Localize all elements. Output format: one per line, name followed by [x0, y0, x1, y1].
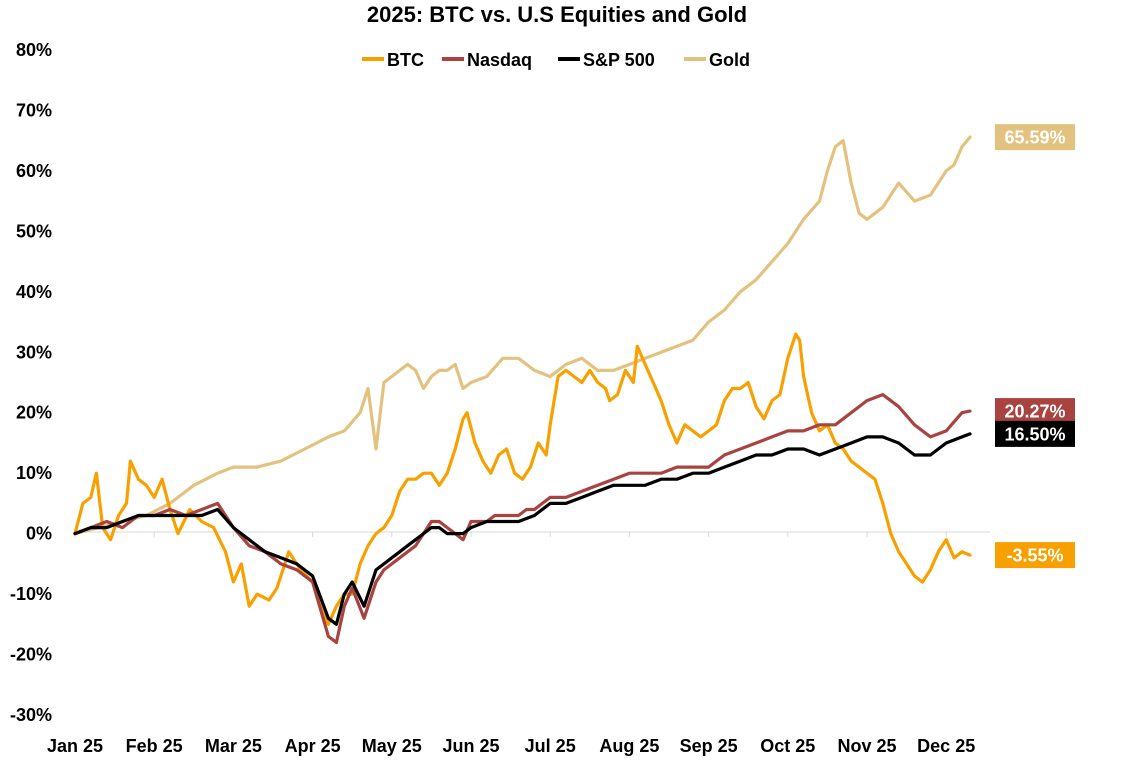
- series-line-s-p-500: [73, 432, 972, 626]
- y-tick-label: 60%: [16, 161, 52, 181]
- y-tick-label: -30%: [10, 705, 52, 725]
- end-label-box-s-p-500: [995, 420, 1075, 447]
- x-tick-label: Mar 25: [205, 736, 262, 756]
- y-tick-label: 20%: [16, 403, 52, 423]
- y-tick-label: 30%: [16, 342, 52, 362]
- x-tick-label: May 25: [362, 736, 422, 756]
- x-tick-label: Dec 25: [917, 736, 975, 756]
- end-label-s-p-500: 16.50%: [1004, 424, 1065, 444]
- end-label-btc: -3.55%: [1006, 546, 1063, 566]
- y-tick-label: 70%: [16, 100, 52, 120]
- legend: BTC Nasdaq S&P 500 Gold: [362, 50, 750, 70]
- series-line-gold: [73, 135, 972, 536]
- y-tick-label: 50%: [16, 221, 52, 241]
- x-tick-label: Jun 25: [442, 736, 499, 756]
- end-label-box-nasdaq: [995, 398, 1075, 425]
- legend-btc-label: BTC: [387, 50, 424, 70]
- series-lines: [73, 135, 972, 645]
- y-axis: 80% 70% 60% 50% 40% 30% 20% 10% 0% -10% -20% -30%: [10, 40, 52, 725]
- y-tick-label: -10%: [10, 584, 52, 604]
- y-tick-label: -20%: [10, 645, 52, 665]
- legend-gold-label: Gold: [709, 50, 750, 70]
- x-tick-label: Aug 25: [599, 736, 659, 756]
- end-label-box-gold: [995, 124, 1075, 151]
- x-tick-label: Feb 25: [126, 736, 183, 756]
- y-tick-label: 80%: [16, 40, 52, 60]
- x-tick-label: Nov 25: [837, 736, 896, 756]
- x-tick-label: Oct 25: [760, 736, 815, 756]
- x-tick-label: Jan 25: [47, 736, 103, 756]
- y-tick-label: 10%: [16, 463, 52, 483]
- legend-nasdaq-label: Nasdaq: [467, 50, 532, 70]
- series-line-btc: [73, 332, 972, 626]
- legend-sp500-label: S&P 500: [583, 50, 655, 70]
- x-tick-label: Apr 25: [285, 736, 341, 756]
- x-tick-label: Jul 25: [525, 736, 576, 756]
- end-label-nasdaq: 20.27%: [1004, 402, 1065, 422]
- end-label-gold: 65.59%: [1004, 128, 1065, 148]
- y-tick-label: 0%: [26, 524, 52, 544]
- chart-title: 2025: BTC vs. U.S Equities and Gold: [367, 2, 747, 27]
- y-tick-label: 40%: [16, 282, 52, 302]
- end-label-box-btc: [995, 542, 1075, 569]
- end-labels: -3.55% 20.27%16.50% 65.59%: [995, 124, 1075, 569]
- x-tick-label: Sep 25: [680, 736, 738, 756]
- x-axis: Jan 25 Feb 25 Mar 25 Apr 25 May 25 Jun 25 Jul …: [47, 531, 990, 756]
